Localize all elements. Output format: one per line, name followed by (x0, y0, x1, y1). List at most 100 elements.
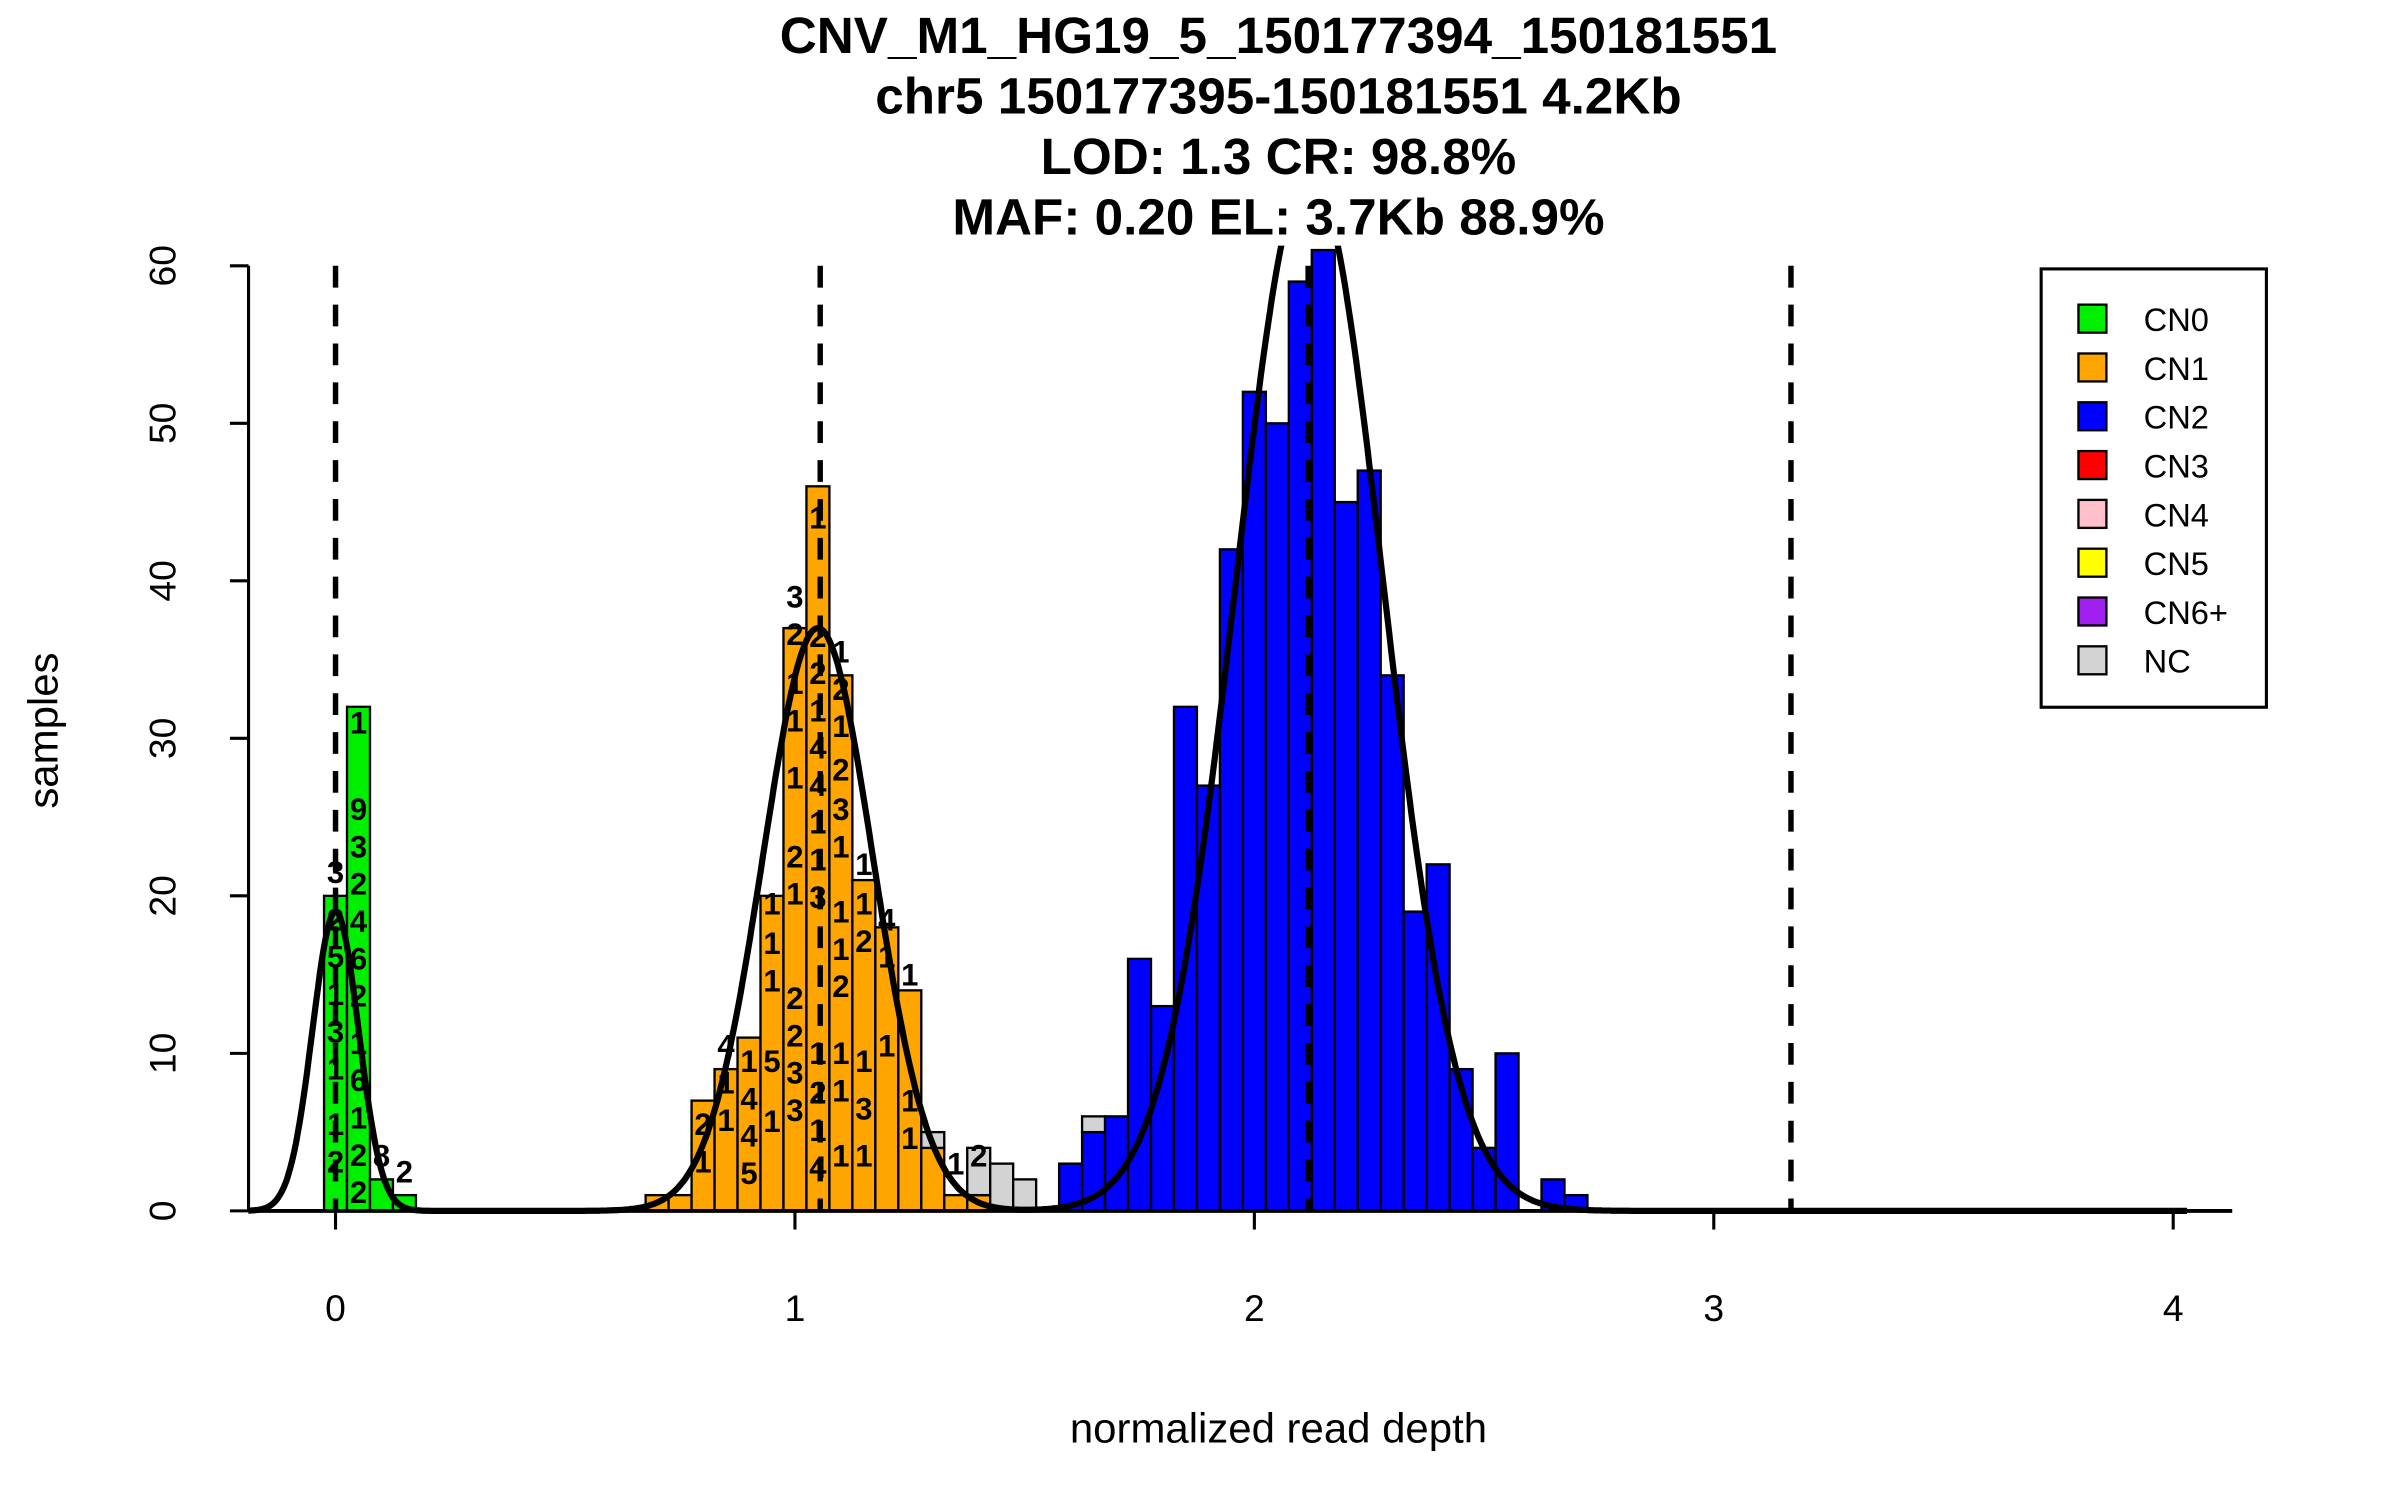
x-tick-label: 0 (325, 1287, 346, 1329)
bar-count-label: 2 (970, 1139, 987, 1174)
bar-count-label: 1 (878, 1028, 895, 1063)
bar-count-label: 2 (832, 672, 849, 707)
bar-nc (1080, 1115, 1107, 1134)
bar-count-label: 1 (694, 1144, 711, 1179)
y-axis-label: samples (19, 652, 66, 808)
bar-count-label: 3 (809, 880, 826, 915)
bar-count-label: 4 (809, 731, 827, 766)
legend-label: CN3 (2144, 448, 2209, 485)
title-line-1: CNV_M1_HG19_5_150177394_150181551 (780, 7, 1777, 64)
legend-swatch-cn1 (2077, 352, 2108, 383)
bar-count-label: 1 (350, 705, 367, 740)
bar-count-label: 3 (350, 829, 367, 864)
bar-count-label: 1 (832, 1074, 849, 1109)
bar-cn2 (1471, 1146, 1497, 1213)
bar-count-label: 3 (327, 1014, 344, 1049)
bar-count-label: 2 (327, 1144, 344, 1179)
bar-count-label: 2 (350, 1138, 367, 1173)
bar-count-label: 1 (832, 932, 849, 967)
bar-count-label: 1 (809, 843, 826, 878)
bar-count-label: 4 (809, 1150, 827, 1185)
bar-count-label: 3 (855, 1091, 872, 1126)
title-line-3: LOD: 1.3 CR: 98.8% (1041, 128, 1517, 185)
legend-swatch-cn5 (2077, 547, 2108, 578)
bar-count-label: 1 (855, 1044, 872, 1079)
bar-count-label: 1 (855, 847, 872, 882)
bar-count-label: 4 (809, 768, 827, 803)
bar-count-label: 1 (809, 1036, 826, 1071)
legend-label: CN5 (2144, 545, 2209, 582)
chart-title: CNV_M1_HG19_5_150177394_150181551 chr5 1… (780, 7, 1777, 246)
bar-count-label: 1 (855, 887, 872, 922)
bar-count-label: 3 (327, 855, 344, 890)
bar-count-label: 1 (763, 1104, 780, 1139)
bar-nc (1012, 1178, 1038, 1213)
bar-count-label: 1 (878, 940, 895, 975)
y-tick-label: 30 (142, 718, 184, 759)
legend-label: CN6+ (2144, 594, 2228, 631)
bar-count-label: 2 (809, 1076, 826, 1111)
bar-count-label: 1 (350, 1100, 367, 1135)
bar-count-label: 1 (832, 635, 849, 670)
bar-count-label: 2 (694, 1107, 711, 1142)
x-axis-label: normalized read depth (1070, 1404, 1487, 1451)
bar-count-label: 1 (786, 703, 803, 738)
bar-count-label: 1 (763, 926, 780, 961)
legend-label: NC (2144, 643, 2191, 680)
bar-count-label: 5 (327, 940, 344, 975)
bar-cn1 (943, 1193, 969, 1213)
bar-count-label: 1 (809, 805, 826, 840)
bar-count-label: 2 (786, 981, 803, 1016)
bar-count-label: 1 (832, 894, 849, 929)
y-tick-label: 0 (142, 1201, 184, 1222)
bar-count-label: 1 (809, 501, 826, 536)
bar-count-label: 3 (786, 1093, 803, 1128)
bar-count-label: 4 (717, 1028, 735, 1063)
legend-box (2039, 267, 2268, 709)
bar-count-label: 1 (832, 829, 849, 864)
legend-label: CN4 (2144, 496, 2209, 533)
bar-count-label: 2 (786, 1018, 803, 1053)
bar-count-label: 8 (373, 1139, 390, 1174)
legend-label: CN0 (2144, 301, 2209, 338)
cutoff-lines (332, 265, 1794, 1211)
bar-cn1 (667, 1193, 693, 1213)
bar-count-label: 3 (832, 792, 849, 827)
bar-count-label: 2 (396, 1154, 413, 1189)
legend-swatch-nc (2077, 645, 2108, 676)
bar-count-label: 2 (855, 924, 872, 959)
bar-count-label: 1 (350, 1026, 367, 1061)
bar-cn2 (1356, 469, 1382, 1213)
bar-count-label: 2 (327, 902, 344, 937)
bar-count-label: 2 (350, 979, 367, 1014)
x-tick-label: 3 (1703, 1287, 1724, 1329)
y-tick-label: 20 (142, 875, 184, 916)
bar-cn2 (1333, 500, 1359, 1213)
bar-count-label: 2 (832, 753, 849, 788)
y-tick-label: 40 (142, 560, 184, 601)
bar-cn2 (1218, 548, 1245, 1213)
bar-count-label: 1 (947, 1146, 964, 1181)
bar-count-label: 1 (717, 1066, 734, 1101)
bar-nc (989, 1162, 1015, 1213)
title-line-2: chr5 150177395-150181551 4.2Kb (875, 67, 1681, 124)
bar-count-label: 2 (786, 839, 803, 874)
bar-count-label: 2 (786, 617, 803, 652)
bar-count-label: 2 (809, 656, 826, 691)
legend-label: CN1 (2144, 350, 2209, 387)
legend: CN0 CN1 CN2 CN3 CN4 CN5 CN6+ NC (2039, 267, 2268, 709)
x-tick-label: 4 (2163, 1287, 2184, 1329)
bar-count-label: 1 (763, 887, 780, 922)
bar-count-label: 1 (740, 1044, 757, 1079)
bar-count-label: 6 (350, 941, 367, 976)
bar-count-label: 1 (832, 1036, 849, 1071)
bar-count-label: 1 (901, 1083, 918, 1118)
legend-label: CN2 (2144, 399, 2209, 436)
x-tick-label: 1 (785, 1287, 806, 1329)
bar-count-label: 1 (809, 1113, 826, 1148)
bar-count-label: 4 (878, 902, 896, 937)
bar-count-label: 2 (350, 867, 367, 902)
bar-count-label: 1 (717, 1103, 734, 1138)
